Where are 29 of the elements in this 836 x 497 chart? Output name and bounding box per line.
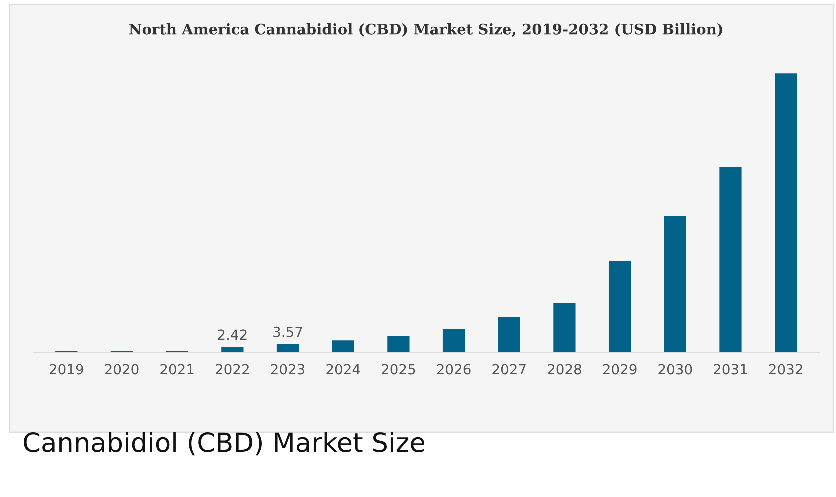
chart-title: North America Cannabidiol (CBD) Market Size, 2019-2032 (USD Billion) [130, 24, 722, 38]
x-tick-label: 2023 [271, 364, 305, 375]
x-tick-label: 2021 [160, 364, 194, 375]
bar [276, 344, 300, 353]
text: Cannabidiol (CBD) Market Size [24, 432, 424, 456]
x-tick-label: 2022 [216, 364, 249, 375]
x-tick-label: 2031 [714, 364, 748, 375]
bar [554, 303, 576, 353]
bar [664, 216, 686, 353]
data-label: 3.57 [274, 326, 302, 338]
bar [720, 167, 742, 353]
x-tick-label: 2027 [492, 364, 526, 375]
x-tick-label: 2026 [437, 364, 471, 375]
bar [608, 261, 632, 353]
x-tick-label: 2029 [603, 364, 637, 375]
bar [775, 74, 798, 353]
x-tick-label: 2030 [658, 364, 692, 375]
x-tick-label: 2028 [548, 364, 582, 375]
x-tick-label: 2025 [382, 364, 416, 375]
x-tick-label: 2020 [105, 364, 139, 375]
bar [498, 317, 520, 353]
bar [388, 336, 410, 353]
x-tick-label: 2024 [326, 364, 360, 375]
bar [442, 329, 466, 353]
bar [332, 340, 354, 353]
x-tick-label: 2019 [50, 364, 84, 375]
bar [222, 347, 244, 353]
x-tick-label: 2032 [769, 364, 802, 375]
data-label: 2.42 [218, 330, 247, 340]
